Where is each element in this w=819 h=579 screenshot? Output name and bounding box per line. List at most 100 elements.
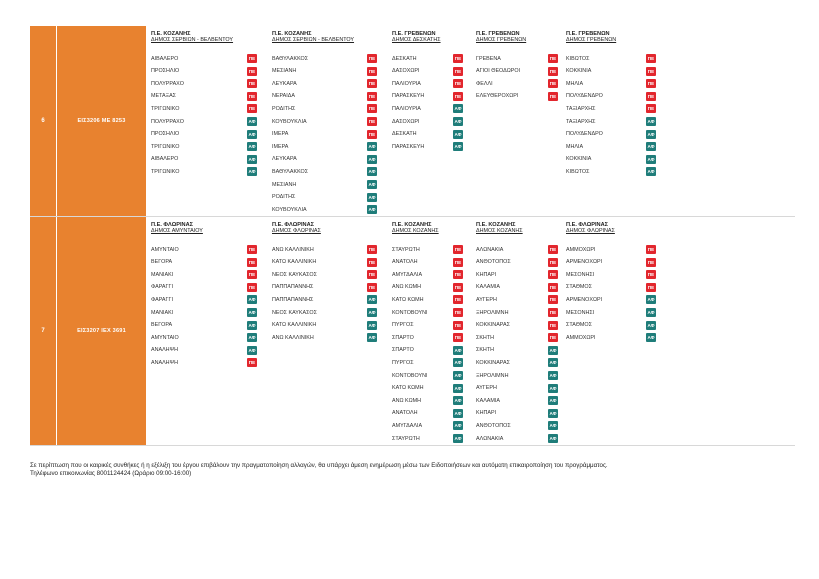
af-badge: ΑΦ <box>247 308 257 317</box>
af-badge: ΑΦ <box>367 308 377 317</box>
list-item: ΚΑΤΩ ΚΩΜΗ ΑΦ <box>392 383 463 394</box>
pe-badge: ΠΕ <box>367 117 377 126</box>
stop-name: ΓΡΕΒΕΝΑ <box>476 55 501 62</box>
list-item: ΠΟΛΥΡΡΑΧΟ ΑΦ <box>151 116 257 127</box>
region-label: Π.Ε. ΚΟΖΑΝΗΣ <box>151 31 191 37</box>
pe-badge: ΠΕ <box>548 66 558 76</box>
stop-name: ΜΗΛΙΑ <box>566 80 584 87</box>
stop-name: ΙΜΕΡΑ <box>272 131 289 138</box>
stop-name: ΛΕΥΚΑΡΑ <box>272 156 297 163</box>
af-badge: ΑΦ <box>453 358 463 368</box>
af-badge: ΑΦ <box>453 434 463 443</box>
pe-badge: ΠΕ <box>367 79 377 89</box>
af-badge: ΑΦ <box>247 333 257 343</box>
list-item: ΛΕΥΚΑΡΑ ΠΕ <box>272 78 377 89</box>
list-item: ΚΗΠΑΡΙ ΑΦ <box>476 408 558 419</box>
pe-badge: ΠΕ <box>247 79 257 89</box>
pe-badge: ΠΕ <box>453 270 463 280</box>
stop-name: ΜΑΝΙΑΚΙ <box>151 309 174 316</box>
stop-name: ΑΝΘΟΤΟΠΟΣ <box>476 422 511 429</box>
list-item: ΚΟΝΤΟΒΟΥΝΙ ΠΕ <box>392 307 463 318</box>
stop-name: ΑΙΒΑΛΕΡΟ <box>151 156 179 163</box>
stop-name: ΤΡΙΓΩΝΙΚΟ <box>151 143 180 150</box>
af-badge: ΑΦ <box>646 154 656 164</box>
af-badge: ΑΦ <box>453 396 463 406</box>
af-badge: ΑΦ <box>453 345 463 355</box>
row-number: 7 <box>30 217 56 445</box>
pe-badge: ΠΕ <box>548 79 558 89</box>
list-item: ΑΜΜΟΧΩΡΙ ΑΦ <box>566 332 656 343</box>
list-item: ΠΥΡΓΟΣ ΠΕ <box>392 320 463 331</box>
pe-badge: ΠΕ <box>367 270 377 280</box>
af-badge: ΑΦ <box>548 396 558 406</box>
af-badge: ΑΦ <box>247 142 257 152</box>
stop-name: ΝΕΟΣ ΚΑΥΚΑΣΟΣ <box>272 309 317 316</box>
table-row: 6 ΕΙΣ3206 ΜΕ 8253 Π.Ε. ΚΟΖΑΝΗΣ ΔΗΜΟΣ ΣΕΡΒ… <box>30 26 795 217</box>
pe-badge: ΠΕ <box>453 66 463 76</box>
list-item: ΚΟΚΚΙΝΙΑ ΑΦ <box>566 154 656 165</box>
stop-name: ΚΟΝΤΟΒΟΥΝΙ <box>392 372 428 379</box>
footer-phone: Τηλέφωνο επικοινωνίας 8001124424 (Ωράριο… <box>30 470 192 478</box>
pe-badge: ΠΕ <box>548 295 558 305</box>
stop-name: ΝΕΟΣ ΚΑΥΚΑΣΟΣ <box>272 271 317 278</box>
stop-name: ΕΛΕΥΘΕΡΟΧΩΡΙ <box>476 93 519 100</box>
list-item: ΔΑΣΟΧΩΡΙ ΑΦ <box>392 116 463 127</box>
stop-name: ΤΡΙΓΩΝΙΚΟ <box>151 168 180 175</box>
stop-name: ΠΑΡΑΣΚΕΥΗ <box>392 143 425 150</box>
stop-name: ΑΜΜΟΧΩΡΙ <box>566 334 596 341</box>
municipality-label: ΔΗΜΟΣ ΚΟΖΑΝΗΣ <box>392 228 439 235</box>
list-item: ΑΝΩ ΚΩΜΗ ΑΦ <box>392 395 463 406</box>
list-item: ΑΝΩ ΚΩΜΗ ΠΕ <box>392 282 463 293</box>
list-item: ΚΟΚΚΙΝΑΡΑΣ ΠΕ <box>476 320 558 331</box>
pe-badge: ΠΕ <box>453 333 463 343</box>
stop-name: ΠΡΟΣΗΛΙΟ <box>151 131 180 138</box>
af-badge: ΑΦ <box>367 167 377 177</box>
list-item: ΠΥΡΓΟΣ ΑΦ <box>392 357 463 368</box>
af-badge: ΑΦ <box>548 358 558 368</box>
af-badge: ΑΦ <box>646 295 656 305</box>
list-item: ΑΜΥΓΔΑΛΙΑ ΠΕ <box>392 269 463 280</box>
af-badge: ΑΦ <box>646 117 656 126</box>
list-item: ΔΕΣΚΑΤΗ ΑΦ <box>392 129 463 140</box>
table-row: 7 ΕΙΣ3207 ΙΕΧ 3691 Π.Ε. ΦΛΩΡΙΝΑΣ ΔΗΜΟΣ ΑΜ… <box>30 217 795 446</box>
stop-name: ΑΡΜΕΝΟΧΩΡΙ <box>566 296 603 303</box>
stop-name: ΔΑΣΟΧΩΡΙ <box>392 118 420 125</box>
stop-name: ΚΙΒΩΤΟΣ <box>566 168 590 175</box>
list-item: ΦΕΛΛΙ ΠΕ <box>476 78 558 89</box>
pe-badge: ΠΕ <box>367 129 377 139</box>
list-item: ΒΑΘΥΛΑΚΚΟΣ ΠΕ <box>272 53 377 64</box>
stop-name: ΒΑΘΥΛΑΚΚΟΣ <box>272 55 309 62</box>
stop-name: ΑΝΘΟΤΟΠΟΣ <box>476 259 511 266</box>
stop-name: ΚΑΛΑΜΙΑ <box>476 284 500 291</box>
stop-name: ΑΝΩ ΚΩΜΗ <box>392 284 422 291</box>
list-item: ΚΟΝΤΟΒΟΥΝΙ ΑΦ <box>392 370 463 381</box>
stop-name: ΑΜΥΝΤΑΙΟ <box>151 246 179 253</box>
stop-name: ΚΑΤΩ ΚΑΛΛΙΝΙΚΗ <box>272 322 317 329</box>
list-item: ΚΗΠΑΡΙ ΠΕ <box>476 269 558 280</box>
list-item: ΠΡΟΣΗΛΙΟ ΠΕ <box>151 66 257 77</box>
region-label: Π.Ε. ΦΛΩΡΙΝΑΣ <box>566 222 608 228</box>
list-item: ΚΟΚΚΙΝΙΑ ΠΕ <box>566 66 656 77</box>
footer-note: Σε περίπτωση που οι καιρικές συνθήκες ή … <box>30 462 795 479</box>
pe-badge: ΠΕ <box>646 91 656 101</box>
stop-name: ΠΡΟΣΗΛΙΟ <box>151 68 180 75</box>
row-number: 6 <box>30 26 56 216</box>
list-item: ΝΕΡΑΙΔΑ ΠΕ <box>272 91 377 102</box>
pe-badge: ΠΕ <box>453 282 463 292</box>
af-badge: ΑΦ <box>548 434 558 443</box>
list-item: ΤΑΞΙΑΡΧΗΣ ΠΕ <box>566 103 656 114</box>
af-badge: ΑΦ <box>247 129 257 139</box>
pe-badge: ΠΕ <box>548 270 558 280</box>
stop-name: ΚΟΥΒΟΥΚΛΙΑ <box>272 118 307 125</box>
list-item: ΑΜΥΓΔΑΛΙΑ ΑΦ <box>392 420 463 431</box>
list-item: ΑΙΒΑΛΕΡΟ ΑΦ <box>151 154 257 165</box>
pe-badge: ΠΕ <box>453 79 463 89</box>
stop-name: ΑΝΩ ΚΑΛΛΙΝΙΚΗ <box>272 334 314 341</box>
pe-badge: ΠΕ <box>453 320 463 330</box>
stop-name: ΠΥΡΓΟΣ <box>392 359 414 366</box>
list-item: ΑΜΜΟΧΩΡΙ ΠΕ <box>566 244 656 255</box>
stop-name: ΦΑΡΑΓΓΙ <box>151 284 173 291</box>
stop-name: ΣΤΑΘΜΟΣ <box>566 284 592 291</box>
af-badge: ΑΦ <box>367 154 377 164</box>
af-badge: ΑΦ <box>367 205 377 215</box>
